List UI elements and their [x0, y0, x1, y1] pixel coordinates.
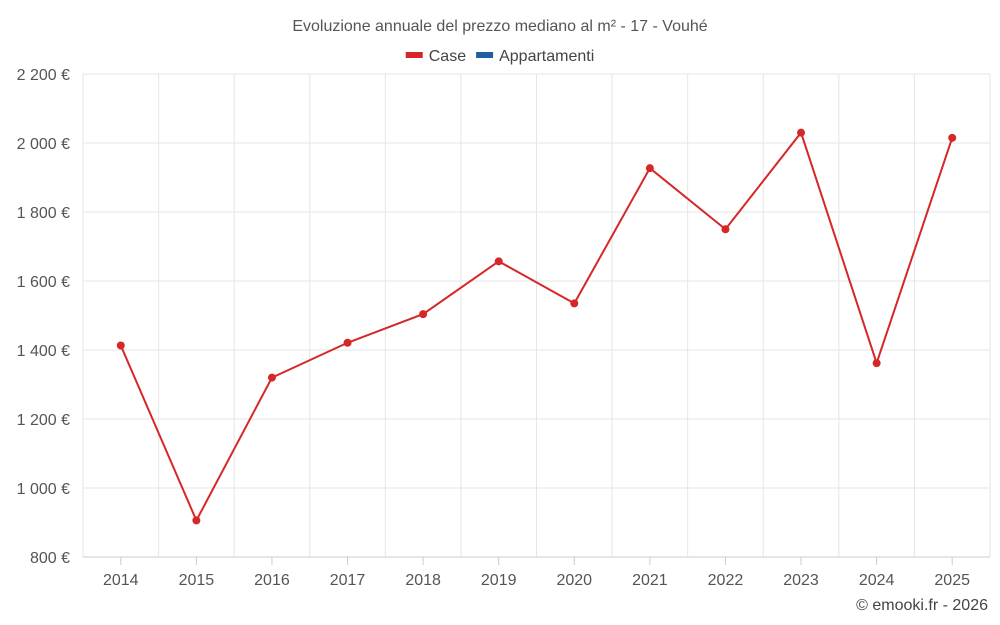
- legend-label-appartamenti[interactable]: Appartamenti: [499, 48, 594, 65]
- data-point[interactable]: [494, 257, 503, 266]
- y-tick-label: 1 800 €: [17, 205, 70, 222]
- y-tick-label: 1 600 €: [17, 274, 70, 291]
- x-tick-label: 2025: [934, 572, 970, 589]
- y-tick-label: 1 000 €: [17, 481, 70, 498]
- x-tick-label: 2021: [632, 572, 668, 589]
- x-tick-label: 2020: [556, 572, 592, 589]
- x-tick-label: 2018: [405, 572, 441, 589]
- x-axis: 2014 2015 2016 2017 2018 2019 2020 2021 2022 2023…: [83, 556, 990, 589]
- data-point[interactable]: [721, 225, 730, 234]
- data-point[interactable]: [797, 128, 806, 137]
- y-tick-label: 800 €: [30, 550, 70, 567]
- credit-text: © emooki.fr - 2026: [856, 597, 988, 614]
- data-point[interactable]: [419, 310, 428, 319]
- y-tick-label: 1 200 €: [17, 412, 70, 429]
- grid: [82, 73, 991, 557]
- legend-label-case[interactable]: Case: [429, 48, 466, 65]
- series-line-case: [119, 130, 954, 523]
- x-tick-label: 2016: [254, 572, 290, 589]
- data-point[interactable]: [570, 299, 579, 308]
- y-tick-label: 2 200 €: [17, 67, 70, 84]
- y-axis: 800 € 1 000 € 1 200 € 1 400 € 1 600 € 1 800 €…: [17, 67, 70, 567]
- x-tick-label: 2023: [783, 572, 819, 589]
- data-point[interactable]: [116, 341, 125, 350]
- legend: Case Appartamenti: [405, 48, 594, 65]
- data-point[interactable]: [267, 373, 276, 382]
- data-point[interactable]: [645, 164, 654, 173]
- plot-area: [116, 128, 957, 525]
- x-tick-label: 2022: [708, 572, 744, 589]
- data-point[interactable]: [872, 359, 881, 368]
- x-tick-label: 2015: [179, 572, 215, 589]
- data-point[interactable]: [192, 516, 201, 525]
- x-tick-label: 2019: [481, 572, 517, 589]
- legend-swatch-case[interactable]: [405, 52, 423, 58]
- data-point[interactable]: [948, 133, 957, 142]
- y-tick-label: 1 400 €: [17, 343, 70, 360]
- data-point[interactable]: [343, 338, 352, 347]
- chart-title: Evoluzione annuale del prezzo mediano al…: [292, 18, 707, 35]
- legend-swatch-appartamenti[interactable]: [476, 52, 494, 58]
- y-tick-label: 2 000 €: [17, 136, 70, 153]
- x-tick-label: 2024: [859, 572, 895, 589]
- x-tick-label: 2014: [103, 572, 139, 589]
- x-tick-label: 2017: [330, 572, 366, 589]
